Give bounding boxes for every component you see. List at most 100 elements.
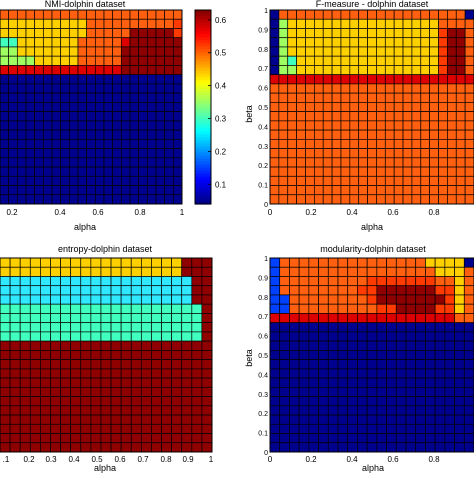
modularity-cell [376, 359, 387, 370]
entropy-cell [201, 405, 213, 416]
fmeasure-cell [393, 46, 404, 57]
entropy-cell [201, 386, 213, 397]
fmeasure-cell [420, 74, 430, 85]
fmeasure-cell [376, 120, 386, 131]
nmi-x-tick-label: 0.4 [54, 208, 66, 217]
fmeasure-cell [367, 37, 377, 48]
entropy-cell [70, 405, 82, 416]
nmi-cell [51, 65, 62, 76]
nmi-cell [138, 102, 148, 112]
entropy-cell [120, 313, 132, 324]
fmeasure-cell [464, 55, 474, 66]
fmeasure-cell [447, 74, 457, 85]
fmeasure-y-tick-label: 0.2 [258, 163, 268, 170]
nmi-colorbar-band [195, 13, 211, 17]
modularity-cell [357, 303, 368, 314]
entropy-cell [19, 423, 31, 434]
entropy-cell [110, 405, 122, 416]
fmeasure-cell [278, 129, 289, 140]
fmeasure-cell [384, 55, 395, 66]
nmi-colorbar-band [195, 173, 211, 178]
fmeasure-cell [455, 74, 466, 85]
modularity-cell [405, 276, 417, 287]
entropy-cell [40, 313, 51, 324]
modularity-cell [347, 331, 358, 342]
nmi-cell [0, 120, 10, 131]
modularity-cell [463, 266, 474, 277]
entropy-cell [100, 294, 112, 305]
modularity-cell [425, 285, 436, 296]
fmeasure-cell [367, 102, 377, 112]
modularity-cell [269, 276, 281, 287]
modularity-cell [366, 331, 378, 342]
entropy-cell [60, 350, 72, 360]
nmi-cell [0, 18, 10, 29]
fmeasure-cell [367, 185, 377, 196]
modularity-cell [386, 331, 397, 342]
nmi-cell [164, 74, 174, 85]
nmi-cell [103, 138, 114, 149]
entropy-cell [201, 285, 213, 296]
nmi-cell [112, 28, 122, 39]
entropy-cell [161, 386, 172, 397]
entropy-cell [161, 396, 172, 407]
nmi-cell [120, 138, 131, 149]
nmi-cell [0, 28, 10, 39]
nmi-cell [129, 9, 140, 20]
modularity-cell [463, 442, 474, 453]
fmeasure-cell [340, 185, 351, 196]
entropy-cell [191, 285, 203, 296]
entropy-cell [50, 294, 61, 305]
nmi-cell [51, 185, 62, 196]
modularity-cell [289, 350, 300, 360]
entropy-cell [140, 276, 152, 287]
nmi-cell [172, 194, 183, 205]
nmi-cell [129, 74, 140, 85]
nmi-cell [51, 83, 62, 94]
fmeasure-cell [429, 55, 439, 66]
nmi-colorbar-band [195, 113, 211, 117]
entropy-cell [191, 303, 203, 314]
modularity-cell [415, 423, 426, 434]
modularity-cell [269, 359, 281, 370]
modularity-cell [366, 257, 378, 268]
nmi-cell [146, 102, 157, 112]
fmeasure-cell [447, 129, 457, 140]
fmeasure-cell [305, 83, 315, 94]
modularity-cell [415, 396, 426, 407]
entropy-cell [80, 313, 92, 324]
modularity-cell [405, 433, 417, 444]
entropy-cell [29, 340, 41, 351]
nmi-cell [120, 74, 131, 85]
fmeasure-cell [278, 9, 289, 20]
fmeasure-cell [438, 175, 448, 186]
nmi-cell [34, 65, 44, 76]
modularity-cell [279, 396, 290, 407]
nmi-cell [86, 194, 96, 205]
modularity-cell [318, 331, 329, 342]
fmeasure-cell [296, 37, 306, 48]
nmi-cell [138, 92, 148, 103]
modularity-cell [308, 276, 319, 287]
nmi-cell [138, 166, 148, 177]
modularity-y-tick-label: 0.6 [258, 334, 268, 341]
modularity-cell [376, 294, 387, 305]
modularity-cell [318, 340, 329, 351]
modularity-cell [347, 405, 358, 416]
modularity-cell [308, 350, 319, 360]
entropy-cell [60, 433, 72, 444]
nmi-cell [77, 9, 88, 20]
modularity-cell [376, 377, 387, 388]
nmi-cell [16, 46, 27, 57]
entropy-cell [120, 396, 132, 407]
modularity-cell [425, 377, 436, 388]
fmeasure-cell [402, 148, 413, 159]
nmi-cell [146, 166, 157, 177]
fmeasure-cell [384, 166, 395, 177]
modularity-cell [386, 266, 397, 277]
fmeasure-cell [455, 18, 466, 29]
fmeasure-cell [438, 129, 448, 140]
nmi-cell [172, 92, 183, 103]
fmeasure-cell [393, 37, 404, 48]
fmeasure-cell [438, 138, 448, 149]
